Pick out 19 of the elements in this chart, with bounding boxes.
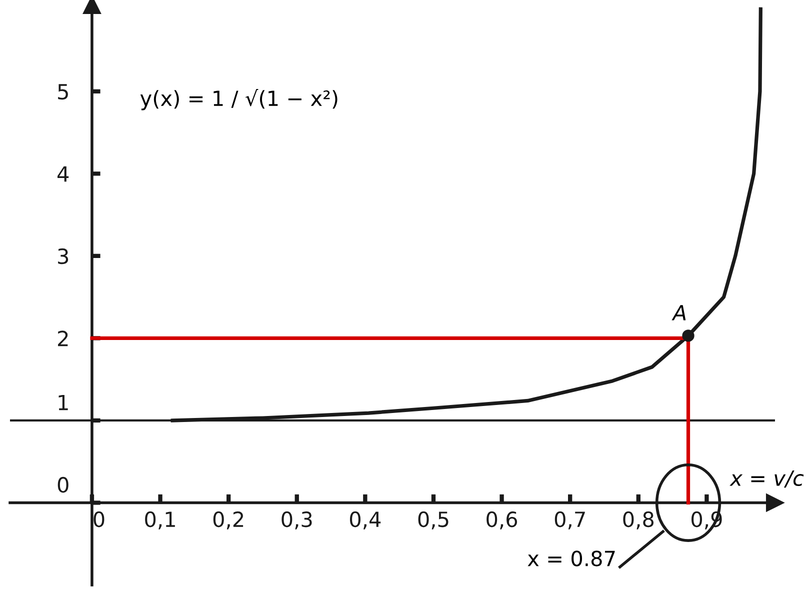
annotation: x = 0.87 [528, 550, 615, 566]
annotation: A [672, 305, 686, 320]
y-tick-label: 2 [58, 330, 68, 346]
x-tick-label: 0 [94, 511, 104, 528]
x-tick-label: 0,5 [418, 511, 448, 530]
y-tick-label: 4 [58, 166, 69, 182]
x-tick-label: 0,2 [213, 511, 244, 530]
y-tick-label: 3 [58, 248, 68, 264]
y-tick-label: 1 [58, 394, 68, 410]
y-tick-label: 5 [58, 84, 68, 100]
x-tick-label: 0,8 [623, 511, 654, 530]
x-axis-title: x = v/c [730, 470, 804, 488]
x-tick-label: 0,1 [145, 511, 175, 530]
x-tick-label: 0,3 [282, 511, 312, 530]
x-tick-label: 0,6 [486, 511, 518, 530]
x-tick-label: 0,7 [554, 511, 585, 530]
annotation: y(x) = 1 / √(1 − x²) [140, 88, 338, 110]
y-tick-label: 0 [58, 476, 68, 493]
x-tick-label: 0,4 [350, 511, 381, 530]
